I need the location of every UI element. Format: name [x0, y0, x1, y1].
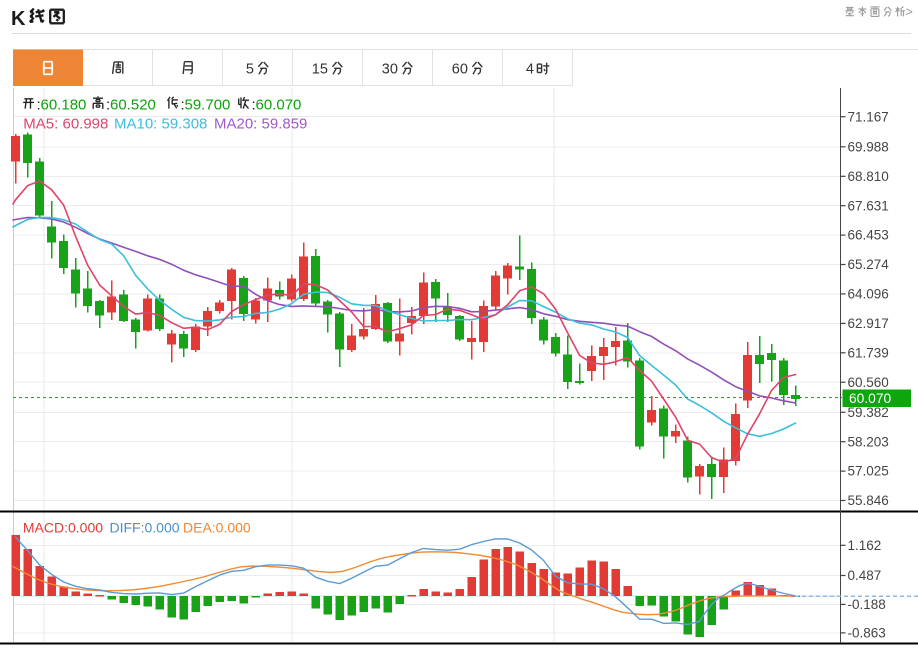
svg-text:68.810: 68.810 — [848, 169, 889, 184]
svg-text:5: 5 — [246, 62, 254, 78]
svg-text:DEA:0.000: DEA:0.000 — [183, 520, 251, 536]
svg-text:69.988: 69.988 — [848, 139, 889, 154]
svg-text:59.382: 59.382 — [848, 405, 889, 420]
svg-text:64.096: 64.096 — [848, 287, 889, 302]
svg-text:59.700: 59.700 — [185, 97, 231, 114]
svg-text:0.487: 0.487 — [848, 568, 882, 583]
svg-text:K: K — [11, 8, 26, 30]
svg-text:MA10: 59.308: MA10: 59.308 — [114, 116, 207, 133]
svg-text:60.070: 60.070 — [849, 391, 892, 406]
svg-text:60.180: 60.180 — [41, 97, 87, 114]
svg-text:30: 30 — [382, 62, 398, 78]
svg-text:60.560: 60.560 — [848, 375, 889, 390]
svg-text:MA5: 60.998: MA5: 60.998 — [23, 116, 108, 133]
svg-text:1.162: 1.162 — [848, 538, 882, 553]
svg-text:MA20: 59.859: MA20: 59.859 — [214, 116, 307, 133]
svg-text:>: > — [906, 5, 913, 19]
svg-text:-0.863: -0.863 — [848, 626, 886, 641]
svg-text:71.167: 71.167 — [848, 109, 889, 124]
svg-text:DIFF:0.000: DIFF:0.000 — [110, 520, 180, 536]
svg-text:62.917: 62.917 — [848, 316, 889, 331]
svg-text:65.274: 65.274 — [848, 257, 890, 272]
svg-text:15: 15 — [312, 62, 328, 78]
svg-text:MACD:0.000: MACD:0.000 — [23, 520, 103, 536]
svg-text:60.520: 60.520 — [110, 97, 156, 114]
svg-text:57.025: 57.025 — [848, 464, 889, 479]
svg-text:60.070: 60.070 — [256, 97, 302, 114]
svg-text:58.203: 58.203 — [848, 434, 889, 449]
svg-text:61.739: 61.739 — [848, 345, 889, 360]
svg-text:55.846: 55.846 — [848, 493, 889, 508]
svg-text:67.631: 67.631 — [848, 198, 889, 213]
svg-text:60: 60 — [452, 62, 468, 78]
svg-text:-0.188: -0.188 — [848, 597, 886, 612]
svg-text:66.453: 66.453 — [848, 228, 889, 243]
svg-text:4: 4 — [526, 62, 534, 78]
